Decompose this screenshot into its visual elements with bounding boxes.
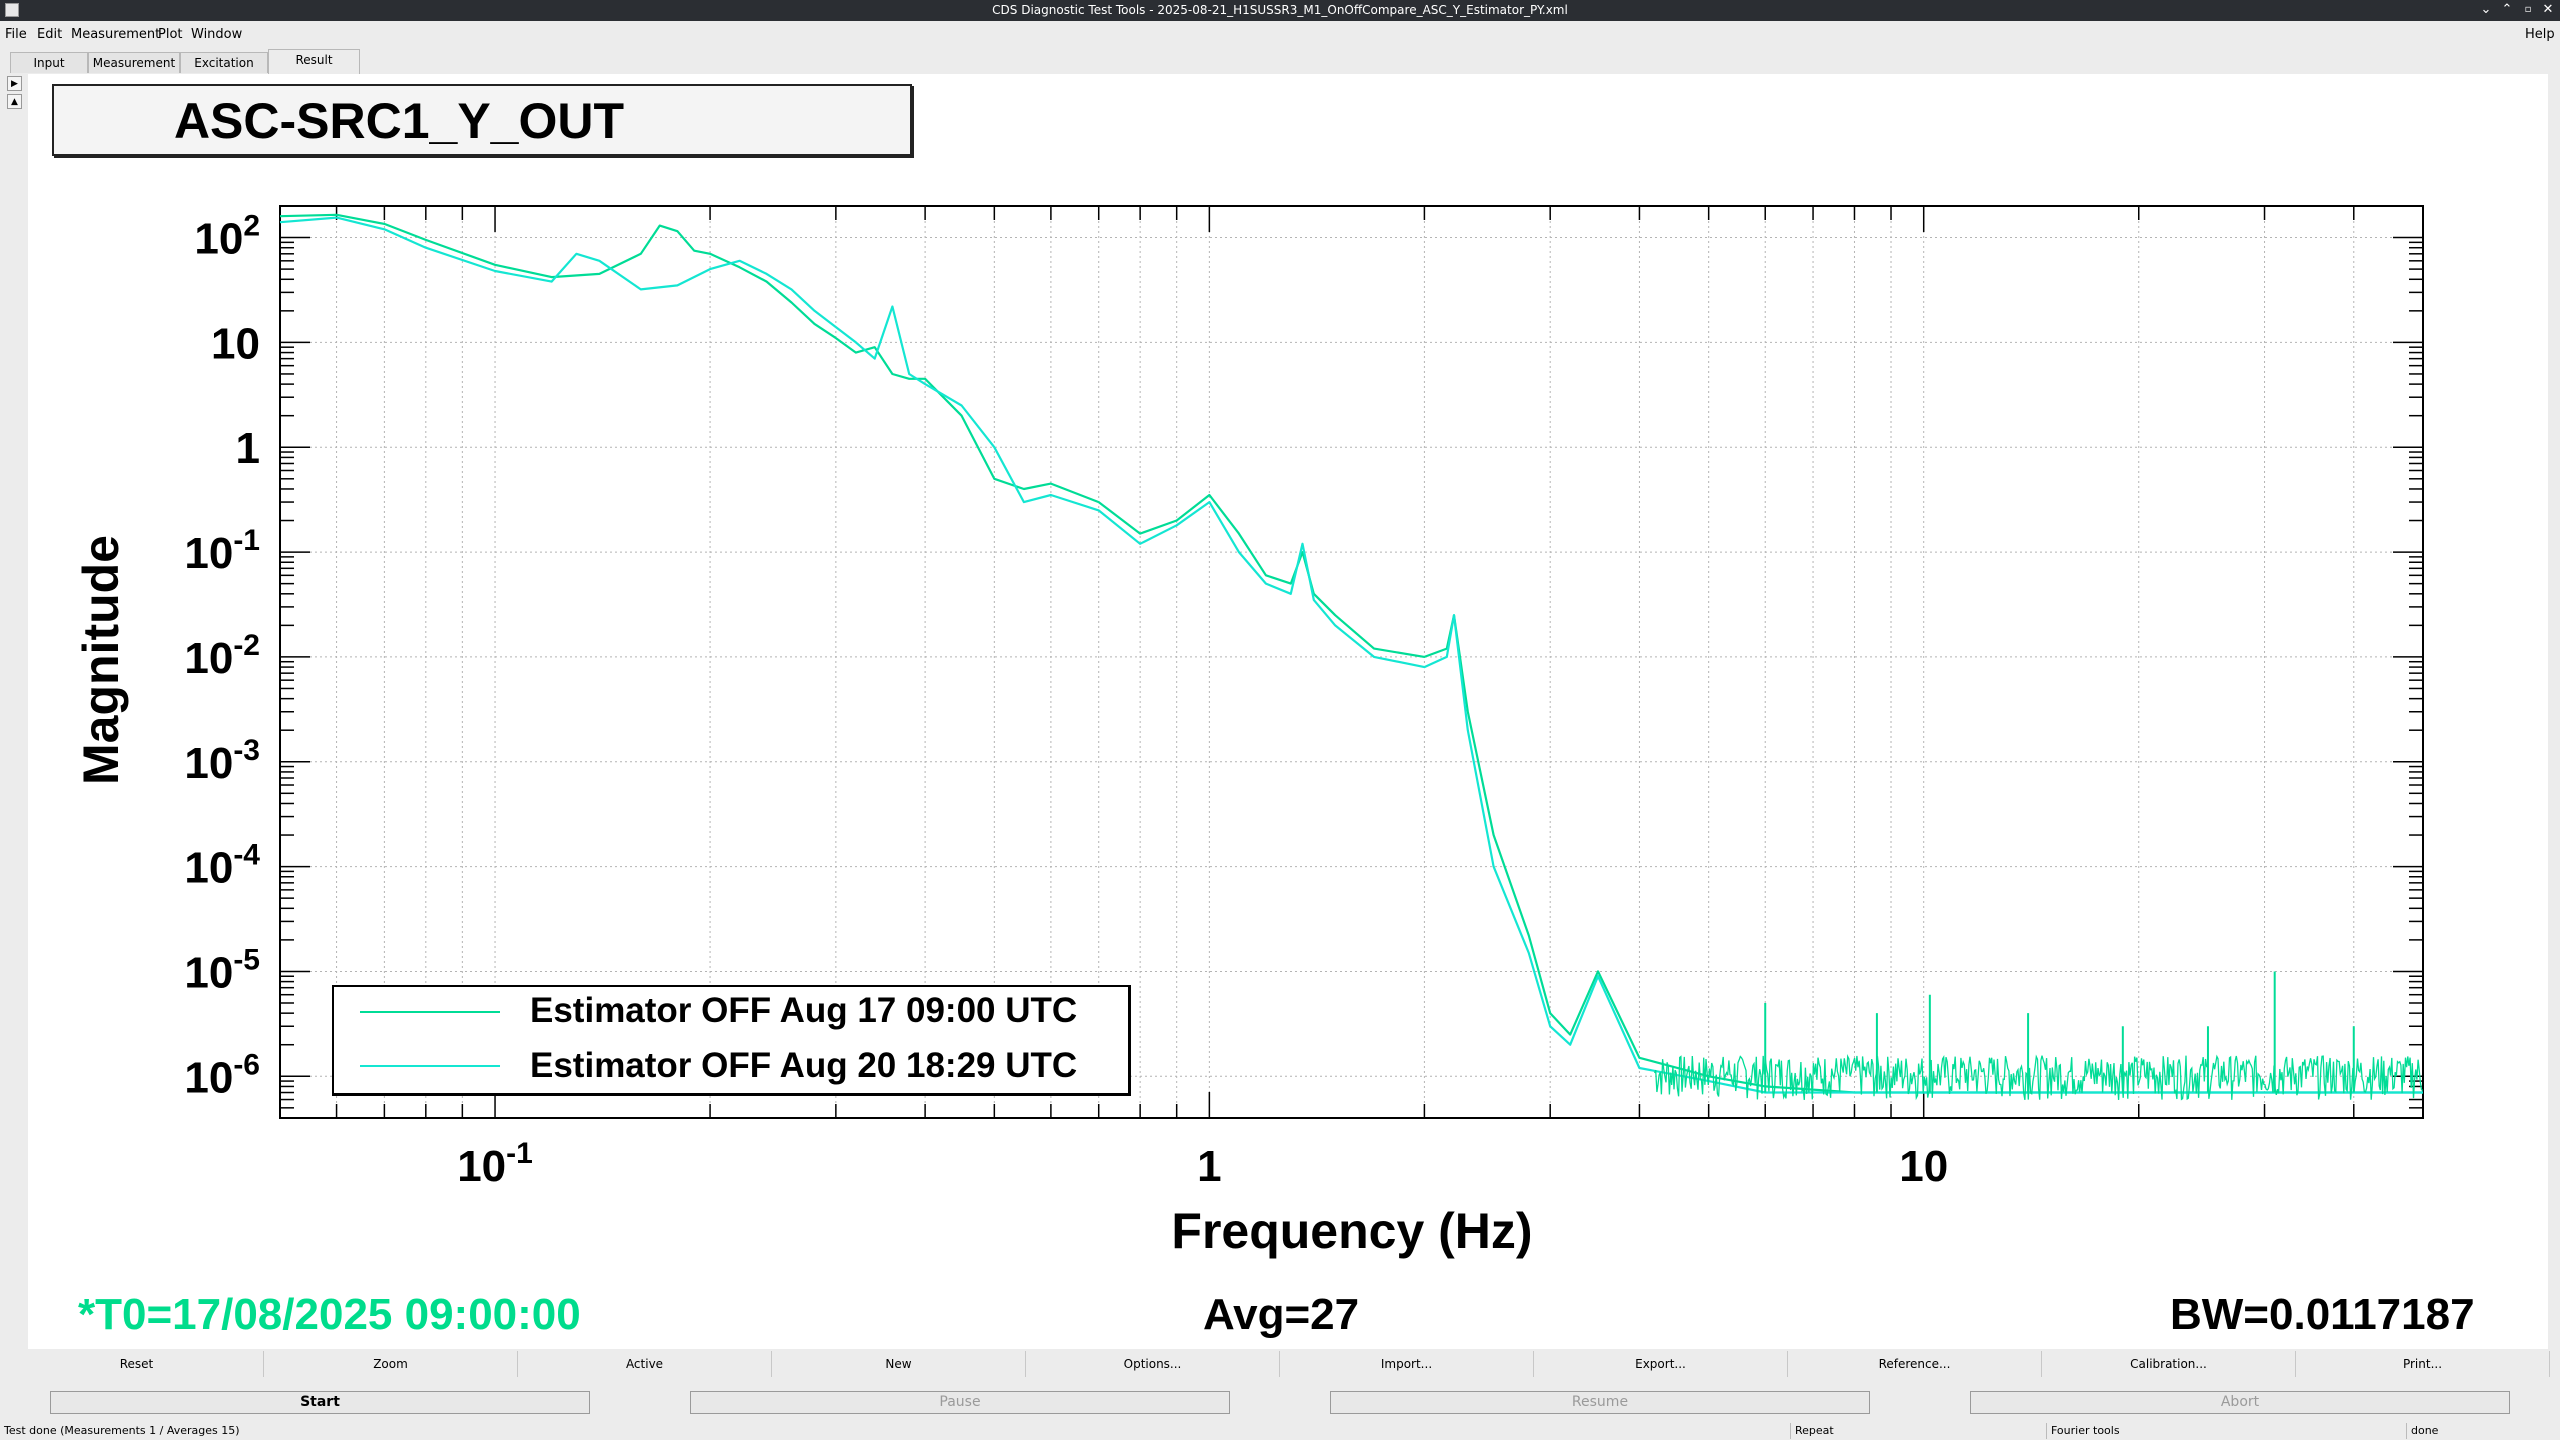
legend-label-1: Estimator OFF Aug 17 09:00 UTC — [530, 991, 1077, 1030]
y-tick-label: 10-6 — [184, 1048, 260, 1102]
control-row: Start Pause Resume Abort — [0, 1380, 2560, 1422]
tick-labels: 10-1 1 10 102 10 1 10-1 10-2 10-3 10-4 10-5 10-6 — [184, 210, 1948, 1191]
x-tick-label: 1 — [1197, 1142, 1221, 1191]
y-tick-label: 10-1 — [184, 524, 260, 578]
active-button[interactable]: Active — [518, 1351, 772, 1377]
y-tick-label: 10 — [211, 319, 260, 368]
y-tick-label: 10-5 — [184, 943, 260, 997]
arrow-right-icon[interactable]: ▶ — [7, 76, 22, 91]
start-button[interactable]: Start — [50, 1391, 590, 1414]
plot-grid — [280, 206, 2423, 1118]
print-button[interactable]: Print... — [2296, 1351, 2550, 1377]
status-fourier: Fourier tools — [2046, 1423, 2406, 1439]
window-titlebar: CDS Diagnostic Test Tools - 2025-08-21_H… — [0, 0, 2560, 21]
tab-excitation[interactable]: Excitation — [180, 52, 268, 73]
plot-canvas[interactable]: 10-1 1 10 102 10 1 10-1 10-2 10-3 10-4 10-5 10-6 Fr… — [0, 0, 2560, 1349]
status-bar: Test done (Measurements 1 / Averages 15)… — [0, 1422, 2560, 1440]
y-tick-label: 10-2 — [184, 629, 260, 683]
close-icon[interactable]: ✕ — [2542, 2, 2554, 17]
tab-measurement[interactable]: Measurement — [88, 52, 180, 73]
tab-result[interactable]: Result — [268, 49, 360, 74]
plot-frame — [279, 205, 2424, 1119]
options-button[interactable]: Options... — [1026, 1351, 1280, 1377]
app-icon — [5, 3, 19, 17]
reset-button[interactable]: Reset — [10, 1351, 264, 1377]
tab-bar: Input Measurement Excitation Result — [0, 47, 2560, 74]
menu-bar: File Edit Measurement Plot Window Help — [0, 21, 2560, 47]
bw-label: BW=0.0117187 — [2170, 1290, 2475, 1339]
left-panel-strip: ▶ ▲ — [0, 74, 28, 1349]
legend-label-2: Estimator OFF Aug 20 18:29 UTC — [530, 1046, 1077, 1085]
arrow-up-icon[interactable]: ▲ — [7, 94, 22, 109]
x-axis-label: Frequency (Hz) — [1171, 1203, 1532, 1259]
status-message: Test done (Measurements 1 / Averages 15) — [4, 1424, 240, 1437]
series-line-2 — [279, 216, 2423, 1094]
menu-plot[interactable]: Plot — [158, 27, 183, 42]
y-tick-label: 1 — [236, 424, 260, 473]
legend-box — [332, 985, 1131, 1096]
y-tick-label: 10-4 — [184, 839, 260, 893]
series-line-1 — [279, 213, 2423, 1094]
restore-icon[interactable]: ▫ — [2524, 4, 2532, 15]
tab-input[interactable]: Input — [10, 52, 88, 73]
resume-button[interactable]: Resume — [1330, 1391, 1870, 1414]
y-tick-label: 102 — [194, 210, 260, 264]
plot-title: ASC-SRC1_Y_OUT — [173, 93, 625, 149]
status-done: done — [2406, 1423, 2560, 1439]
status-repeat: Repeat — [1790, 1423, 2046, 1439]
chevron-down-icon[interactable]: ⌄ — [2480, 2, 2492, 17]
y-tick-label: 10-3 — [184, 734, 260, 788]
menu-edit[interactable]: Edit — [37, 27, 63, 42]
export-button[interactable]: Export... — [1534, 1351, 1788, 1377]
import-button[interactable]: Import... — [1280, 1351, 1534, 1377]
chevron-up-icon[interactable]: ⌃ — [2501, 2, 2513, 17]
t0-label: *T0=17/08/2025 09:00:00 — [78, 1290, 581, 1339]
menu-window[interactable]: Window — [191, 27, 243, 42]
menu-help[interactable]: Help — [2525, 27, 2555, 42]
plot-toolbar: Reset Zoom Active New Options... Import.… — [0, 1349, 2560, 1380]
plot-title-box: ASC-SRC1_Y_OUT — [52, 84, 912, 156]
right-panel-strip — [2548, 74, 2560, 1349]
new-button[interactable]: New — [772, 1351, 1026, 1377]
menu-measurement[interactable]: Measurement — [71, 27, 161, 42]
legend: Estimator OFF Aug 17 09:00 UTC Estimator… — [332, 985, 1131, 1096]
series-lines — [279, 213, 2424, 1101]
noise-floor-trace — [1653, 1054, 2424, 1101]
calibration-button[interactable]: Calibration... — [2042, 1351, 2296, 1377]
avg-label: Avg=27 — [1203, 1290, 1360, 1339]
reference-button[interactable]: Reference... — [1788, 1351, 2042, 1377]
zoom-button[interactable]: Zoom — [264, 1351, 518, 1377]
x-tick-label: 10 — [1899, 1142, 1948, 1191]
y-axis-label: Magnitude — [73, 535, 129, 785]
window-title: CDS Diagnostic Test Tools - 2025-08-21_H… — [992, 3, 1568, 17]
pause-button[interactable]: Pause — [690, 1391, 1230, 1414]
menu-file[interactable]: File — [5, 27, 27, 42]
axis-ticks — [280, 206, 2423, 1118]
abort-button[interactable]: Abort — [1970, 1391, 2510, 1414]
x-tick-label: 10-1 — [457, 1137, 533, 1191]
